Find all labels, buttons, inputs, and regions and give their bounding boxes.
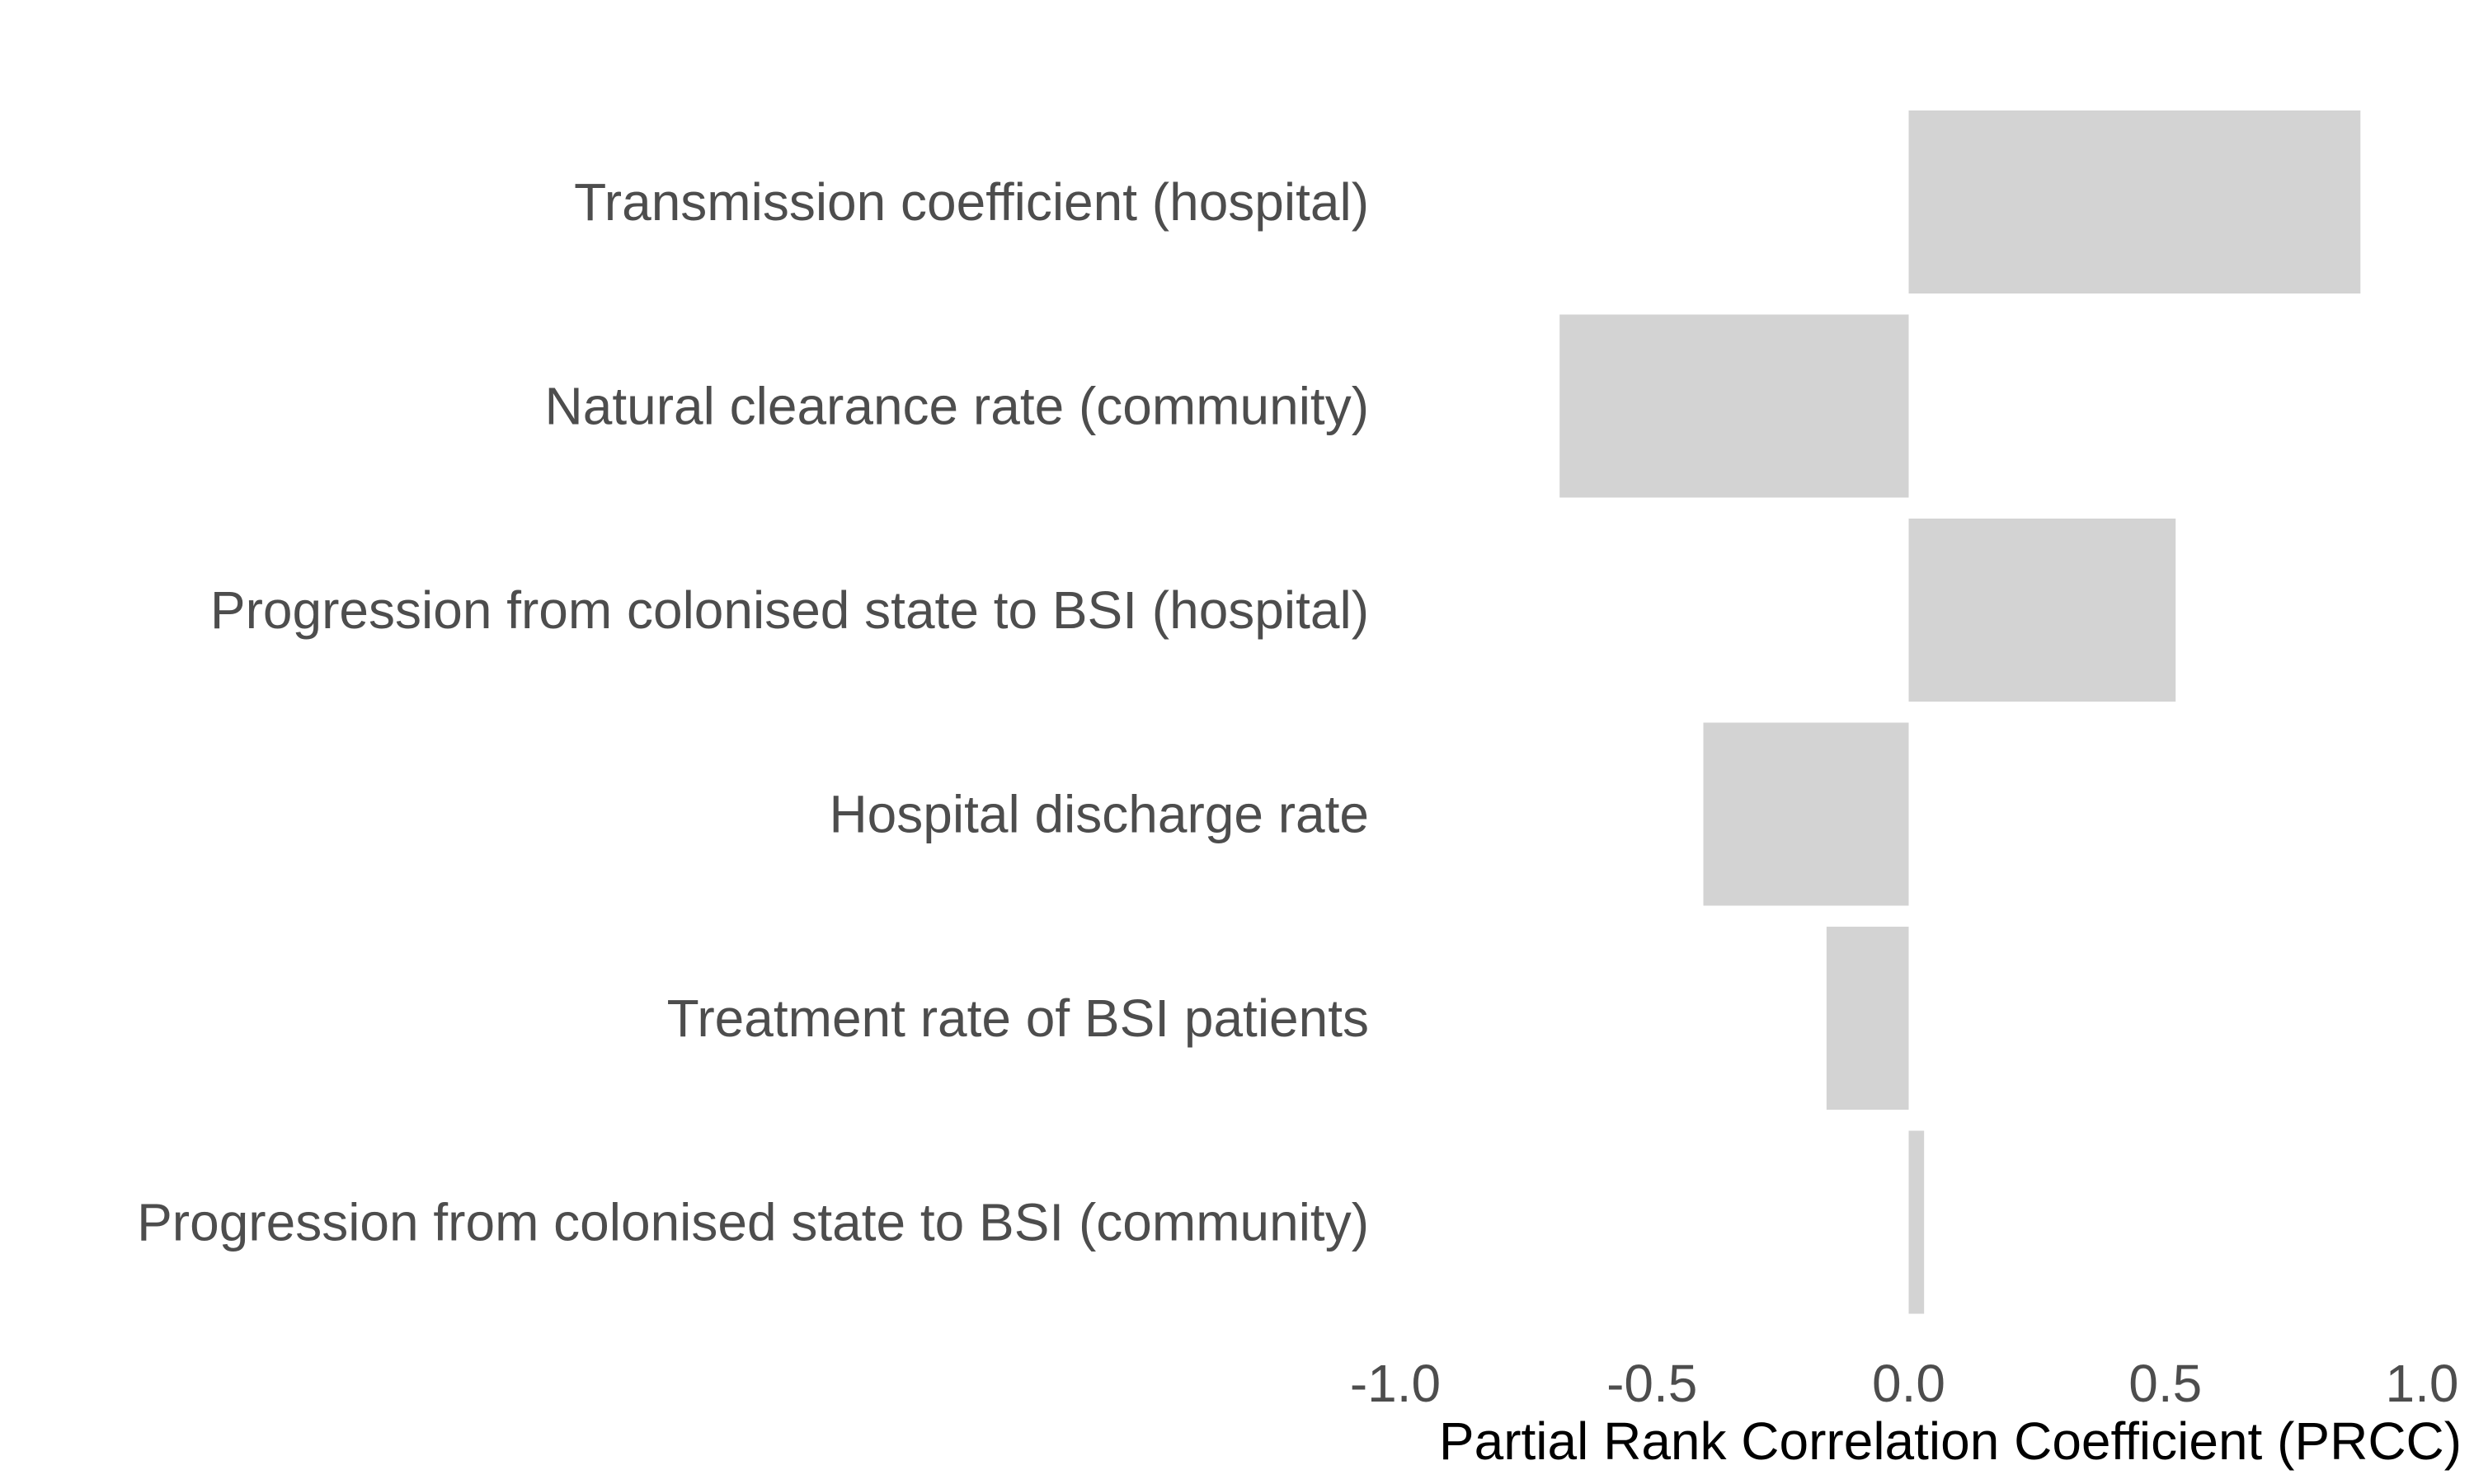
category-label-treatment-rate-of-bsi-patients: Treatment rate of BSI patients: [667, 989, 1369, 1048]
x-tick-label: -1.0: [1350, 1354, 1441, 1413]
x-tick-label: 0.0: [1872, 1354, 1945, 1413]
bars-group: [1559, 110, 2361, 1314]
category-label-progression-from-colonised-state-to-bsi-hospital: Progression from colonised state to BSI …: [210, 580, 1369, 640]
x-tick-label: 0.5: [2128, 1354, 2202, 1413]
x-tick-labels-group: -1.0 -0.5 0.0 0.5 1.0: [1350, 1354, 2459, 1413]
bar-hospital-discharge-rate: [1703, 722, 1909, 906]
x-tick-label: 1.0: [2386, 1354, 2459, 1413]
category-label-progression-from-colonised-state-to-bsi-community: Progression from colonised state to BSI …: [137, 1193, 1369, 1252]
bar-progression-from-colonised-state-to-bsi-hospital: [1908, 519, 2176, 702]
bar-progression-from-colonised-state-to-bsi-community: [1908, 1130, 1925, 1314]
x-axis-title: Partial Rank Correlation Coefficient (PR…: [1439, 1411, 2462, 1471]
bar-natural-clearance-rate-community: [1559, 314, 1909, 498]
bar-treatment-rate-of-bsi-patients: [1826, 927, 1909, 1110]
category-label-hospital-discharge-rate: Hospital discharge rate: [829, 785, 1369, 844]
bar-transmission-coefficient-hospital: [1908, 110, 2361, 294]
x-tick-label: -0.5: [1606, 1354, 1697, 1413]
category-label-transmission-coefficient-hospital: Transmission coefficient (hospital): [574, 172, 1369, 232]
category-labels-group: Transmission coefficient (hospital) Natur…: [137, 172, 1369, 1252]
category-label-natural-clearance-rate-community: Natural clearance rate (community): [545, 377, 1369, 436]
